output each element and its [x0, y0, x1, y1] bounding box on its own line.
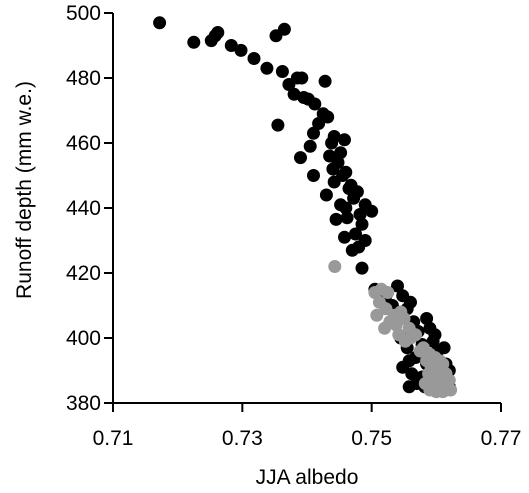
black-point-28 [338, 133, 351, 147]
black-point-83 [405, 367, 419, 381]
black-point-37 [327, 175, 341, 189]
black-point-8 [260, 61, 274, 75]
y-tick-label: 420 [66, 262, 101, 285]
x-tick-label: 0.75 [351, 427, 392, 450]
black-point-1 [187, 35, 201, 49]
black-point-51 [349, 227, 362, 241]
x-tick-label: 0.73 [222, 427, 263, 450]
y-tick-label: 400 [66, 327, 101, 350]
black-point-33 [331, 156, 345, 169]
black-point-7 [247, 52, 261, 65]
black-point-10 [277, 22, 291, 36]
black-point-22 [321, 110, 335, 124]
axes-layer: 0.71 0.73 0.75 0.77 380 400 420 440 460 480 500 [66, 2, 521, 450]
black-point-56 [355, 261, 369, 275]
black-point-74 [437, 341, 451, 355]
y-tick-label: 480 [66, 67, 101, 90]
y-tick-label: 380 [66, 392, 101, 415]
black-point-29 [303, 139, 317, 153]
black-point-30 [294, 151, 307, 165]
black-point-66 [420, 312, 434, 325]
black-point-15 [295, 71, 309, 85]
gray-point-0 [328, 260, 342, 273]
gray-point-17 [398, 334, 412, 348]
x-tick-label: 0.77 [481, 427, 522, 450]
black-point-72 [426, 334, 440, 348]
black-point-35 [339, 165, 353, 179]
black-point-21 [312, 117, 326, 130]
gray-point-27 [436, 357, 450, 371]
black-point-45 [353, 208, 367, 221]
black-point-4 [211, 26, 225, 39]
gray-point-16 [409, 328, 423, 342]
gray-point-6 [370, 308, 384, 322]
black-point-27 [334, 146, 348, 160]
black-point-5 [224, 39, 238, 52]
black-point-44 [339, 201, 353, 215]
black-point-18 [308, 97, 322, 111]
black-point-26 [327, 130, 341, 143]
gray-point-3 [381, 286, 395, 299]
black-point-59 [391, 279, 404, 293]
gray-point-41 [436, 385, 450, 399]
black-point-50 [355, 217, 369, 231]
black-point-48 [340, 211, 354, 225]
y-tick-label: 440 [66, 197, 101, 220]
y-axis-label: Runoff depth (mm w.e.) [13, 81, 36, 299]
black-point-63 [404, 295, 417, 309]
black-point-82 [396, 360, 410, 374]
black-point-41 [350, 185, 364, 199]
black-point-89 [402, 380, 416, 394]
black-point-24 [307, 126, 320, 140]
black-point-11 [275, 65, 289, 78]
black-point-55 [358, 234, 372, 247]
y-tick-label: 500 [66, 2, 101, 25]
gray-point-12 [397, 312, 411, 325]
black-point-23 [271, 118, 285, 132]
black-point-6 [234, 43, 248, 57]
black-point-42 [319, 188, 333, 202]
x-axis-label: JJA albedo [256, 466, 359, 489]
black-point-20 [318, 74, 332, 88]
black-point-0 [153, 16, 167, 30]
black-point-52 [338, 230, 351, 244]
y-tick-label: 460 [66, 132, 101, 155]
data-points-layer [153, 16, 458, 399]
black-point-49 [329, 212, 343, 226]
gray-point-11 [378, 321, 392, 335]
x-tick-label: 0.71 [93, 427, 134, 450]
black-point-47 [365, 204, 379, 218]
black-point-36 [307, 169, 320, 182]
